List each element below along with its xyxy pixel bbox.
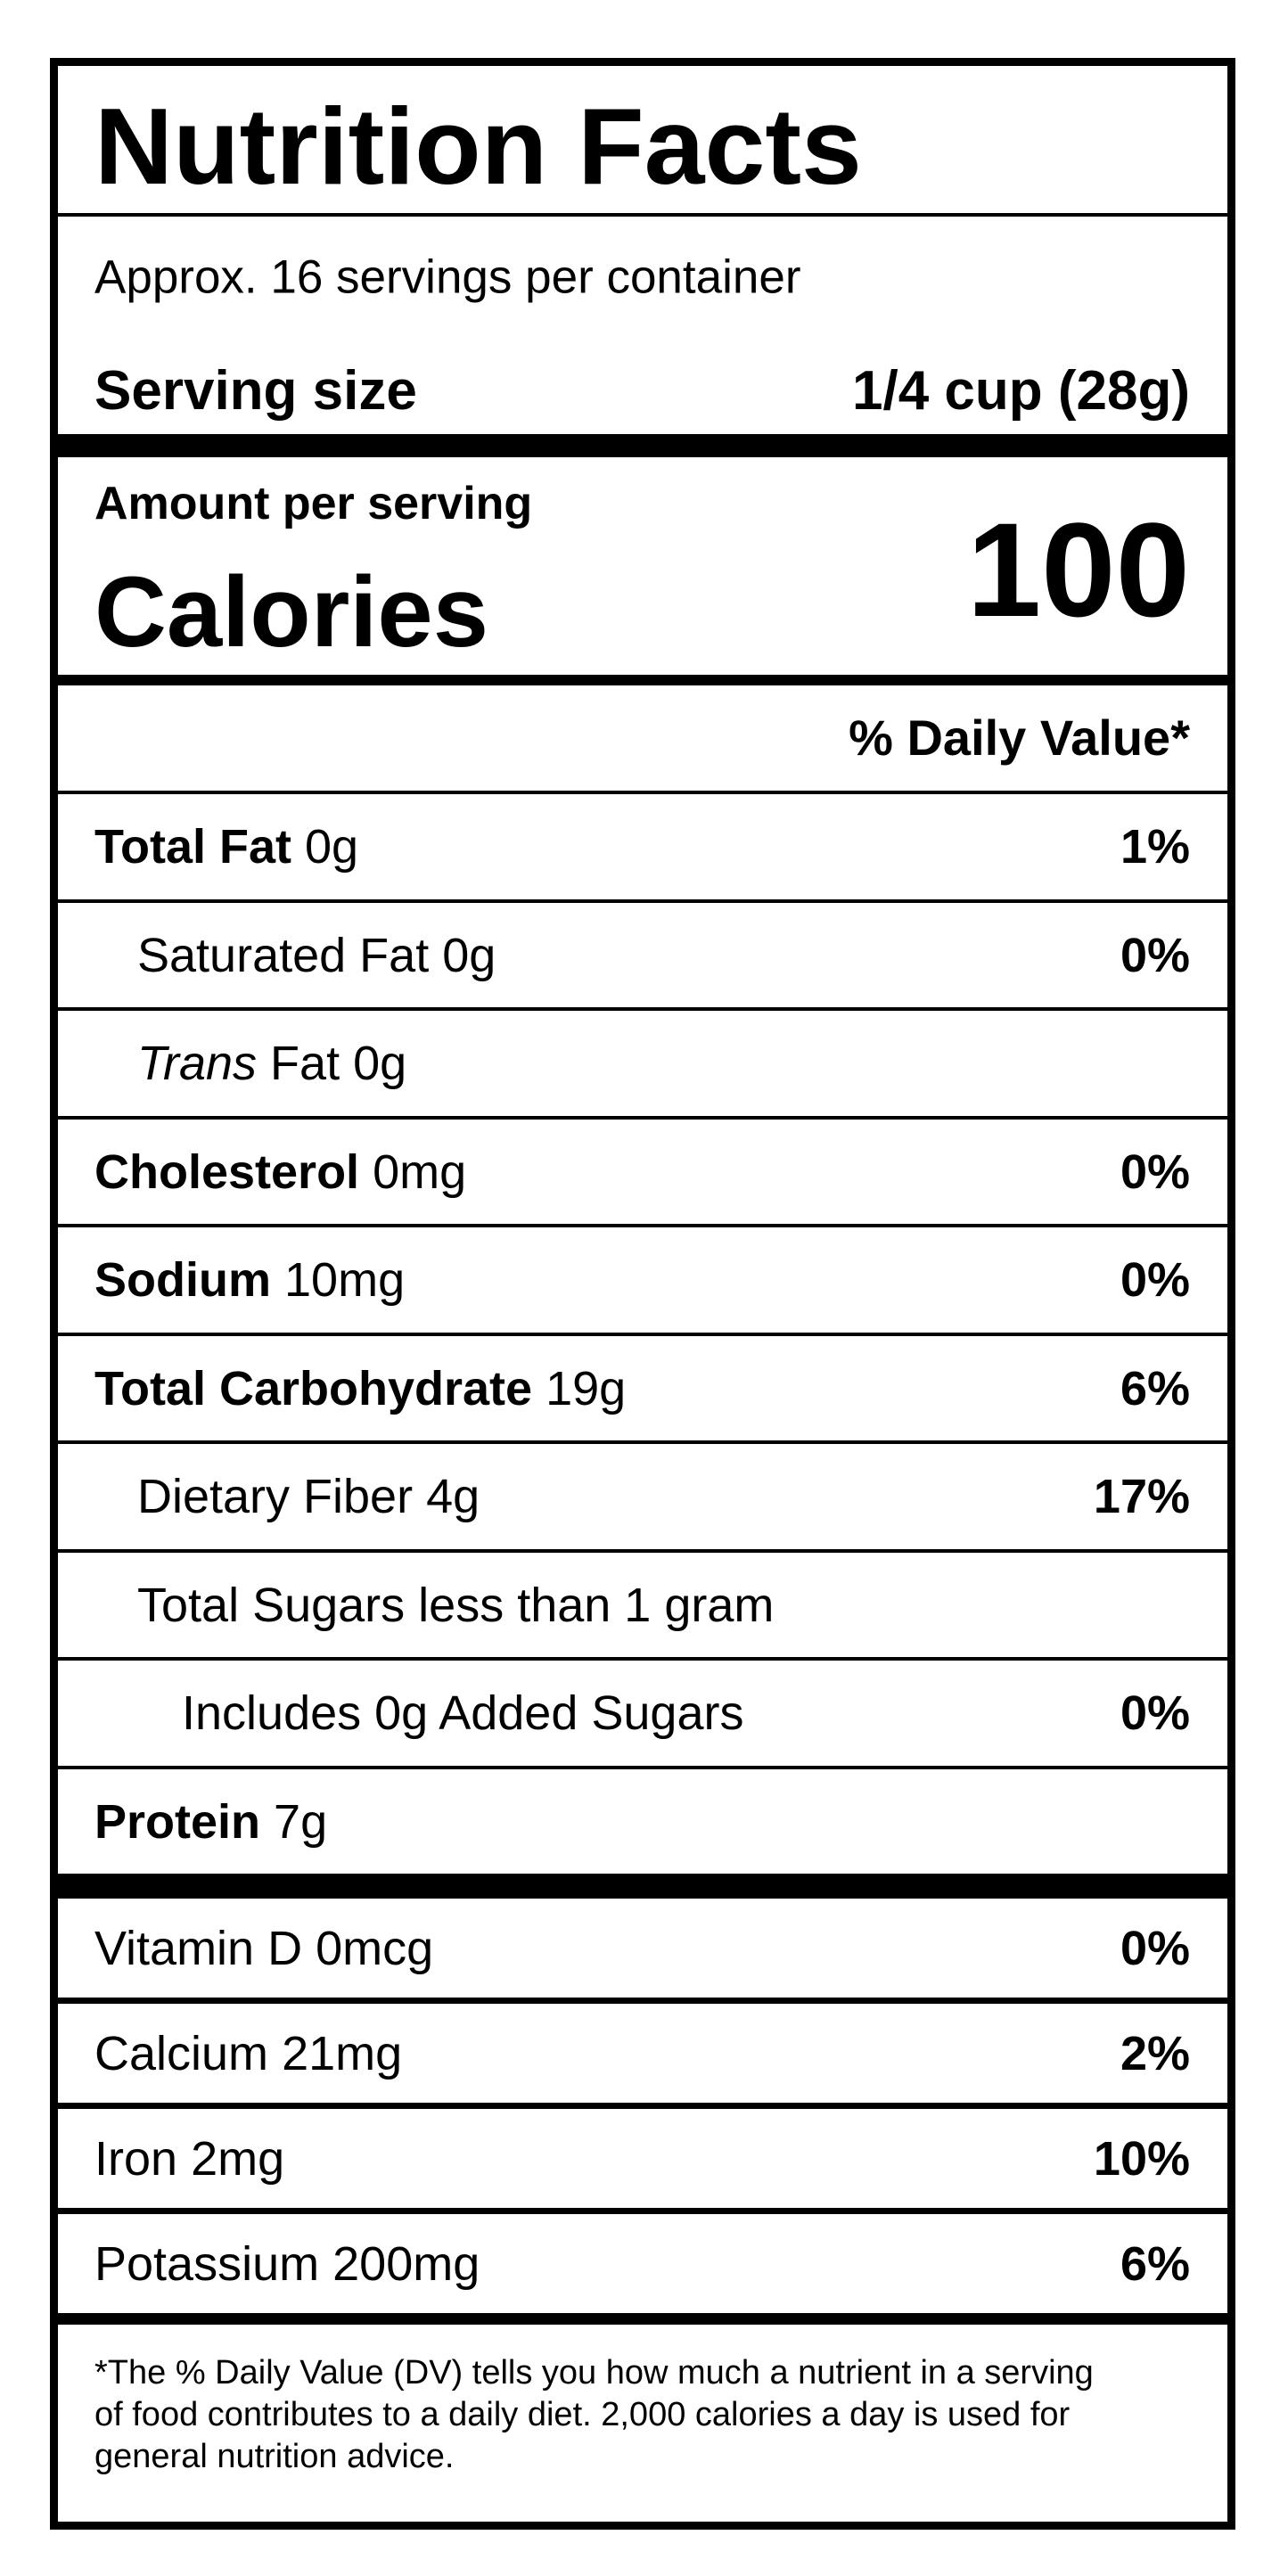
divider (58, 1657, 1227, 1661)
daily-value: 6% (1120, 1361, 1190, 1415)
nutrient-label: Protein (94, 1794, 261, 1849)
title: Nutrition Facts (94, 86, 862, 207)
calories-value: 100 (966, 495, 1190, 644)
nutrient-label: Iron (94, 2131, 178, 2186)
daily-value: 0% (1120, 1686, 1190, 1740)
nutrient-amount: 0g (353, 1037, 407, 1090)
medium-bar (58, 2313, 1227, 2325)
divider (58, 898, 1227, 903)
nutrient-row: Total Carbohydrate 19g 6% (58, 1336, 1227, 1441)
nutrient-name: Sodium 10mg (94, 1252, 405, 1308)
daily-value: 0% (1120, 928, 1190, 982)
nutrient-name: Total Sugars less than 1 gram (137, 1578, 774, 1633)
nutrient-label: Calcium (94, 2026, 269, 2080)
nutrient-row: Iron 2mg 10% (58, 2109, 1227, 2208)
divider (58, 1007, 1227, 1011)
daily-value: 2% (1120, 2026, 1190, 2080)
nutrient-label: Fat (270, 1037, 340, 1090)
daily-value: 17% (1093, 1470, 1190, 1523)
nutrient-row: Trans Fat 0g (58, 1011, 1227, 1116)
nutrient-name: Saturated Fat 0g (137, 928, 496, 983)
nutrient-label: Includes 0g Added Sugars (182, 1686, 744, 1740)
nutrient-amount: 0mg (373, 1144, 467, 1199)
divider (58, 1440, 1227, 1444)
serving-size-value: 1/4 cup (28g) (852, 360, 1190, 422)
nutrient-row: Cholesterol 0mg 0% (58, 1120, 1227, 1225)
daily-value: 0% (1120, 1921, 1190, 1975)
nutrient-amount: 2mg (191, 2131, 285, 2186)
thick-bar (58, 1874, 1227, 1899)
nutrient-label: Sodium (94, 1253, 271, 1307)
daily-value: 0% (1120, 1144, 1190, 1199)
nutrient-label: Total Sugars less than 1 gram (137, 1578, 775, 1632)
nutrient-name: Vitamin D 0mcg (94, 1921, 433, 1976)
divider (58, 1765, 1227, 1769)
nutrient-amount: 0g (305, 820, 359, 874)
nutrient-row: Total Fat 0g 1% (58, 794, 1227, 899)
daily-value: 0% (1120, 1253, 1190, 1307)
nutrient-name: Potassium 200mg (94, 2236, 480, 2292)
daily-value: 6% (1120, 2236, 1190, 2291)
divider (58, 2208, 1227, 2214)
nutrient-amount: 7g (274, 1794, 328, 1849)
servings: Approx. 16 servings per container (94, 250, 801, 304)
nutrient-row: Protein 7g (58, 1769, 1227, 1875)
nutrient-label: Dietary Fiber (137, 1470, 414, 1523)
divider (58, 1548, 1227, 1553)
nutrient-label: Total Fat (94, 820, 291, 874)
divider (58, 213, 1227, 217)
amount-per-serving: Amount per serving (94, 478, 533, 529)
divider (58, 2103, 1227, 2109)
nutrient-label: Vitamin D (94, 1921, 303, 1975)
daily-value: 10% (1093, 2131, 1190, 2186)
footnote: *The % Daily Value (DV) tells you how mu… (94, 2352, 1094, 2478)
footnote-line: of food contributes to a daily diet. 2,0… (94, 2396, 1071, 2433)
nutrient-label: Saturated Fat (137, 928, 430, 982)
nutrient-label: Cholesterol (94, 1144, 360, 1199)
nutrient-row: Saturated Fat 0g 0% (58, 903, 1227, 1008)
daily-value: 1% (1120, 820, 1190, 874)
nutrient-amount: 0mcg (316, 1921, 434, 1975)
nutrient-row: Total Sugars less than 1 gram (58, 1553, 1227, 1658)
nutrition-label: Nutrition Facts Approx. 16 servings per … (50, 58, 1235, 2530)
nutrient-row: Sodium 10mg 0% (58, 1227, 1227, 1333)
nutrient-amount: 19g (546, 1361, 627, 1415)
nutrient-row: Dietary Fiber 4g 17% (58, 1444, 1227, 1549)
nutrient-amount: 0g (442, 928, 496, 982)
nutrient-name: Cholesterol 0mg (94, 1144, 466, 1200)
footnote-line: general nutrition advice. (94, 2438, 455, 2475)
footnote-line: *The % Daily Value (DV) tells you how mu… (94, 2354, 1094, 2391)
nutrient-amount: 4g (426, 1470, 480, 1523)
nutrient-name: Includes 0g Added Sugars (182, 1686, 743, 1741)
divider (58, 1224, 1227, 1227)
nutrient-row: Includes 0g Added Sugars 0% (58, 1661, 1227, 1766)
nutrient-name: Dietary Fiber 4g (137, 1469, 480, 1524)
nutrient-name: Total Carbohydrate 19g (94, 1361, 626, 1416)
nutrient-amount: 200mg (332, 2236, 480, 2291)
divider (58, 1115, 1227, 1120)
nutrient-label: Potassium (94, 2236, 320, 2291)
nutrient-row: Calcium 21mg 2% (58, 2004, 1227, 2103)
nutrient-name: Total Fat 0g (94, 819, 358, 874)
nutrient-name: Iron 2mg (94, 2131, 284, 2186)
nutrient-label: Total Carbohydrate (94, 1361, 533, 1415)
serving-size-label: Serving size (94, 360, 417, 422)
nutrient-name-italic: Trans (137, 1037, 258, 1090)
nutrient-name: Calcium 21mg (94, 2026, 402, 2081)
divider (58, 1332, 1227, 1336)
nutrient-name: Trans Fat 0g (137, 1036, 406, 1091)
nutrient-amount: 10mg (284, 1253, 406, 1307)
calories-label: Calories (94, 556, 488, 668)
thick-bar (58, 434, 1227, 457)
daily-value-header: % Daily Value* (849, 710, 1190, 766)
nutrient-name: Protein 7g (94, 1794, 327, 1850)
divider (58, 791, 1227, 794)
divider (58, 1998, 1227, 2004)
nutrient-row: Potassium 200mg 6% (58, 2214, 1227, 2313)
nutrient-row: Vitamin D 0mcg 0% (58, 1899, 1227, 1998)
nutrient-amount: 21mg (282, 2026, 403, 2080)
medium-bar (58, 675, 1227, 685)
